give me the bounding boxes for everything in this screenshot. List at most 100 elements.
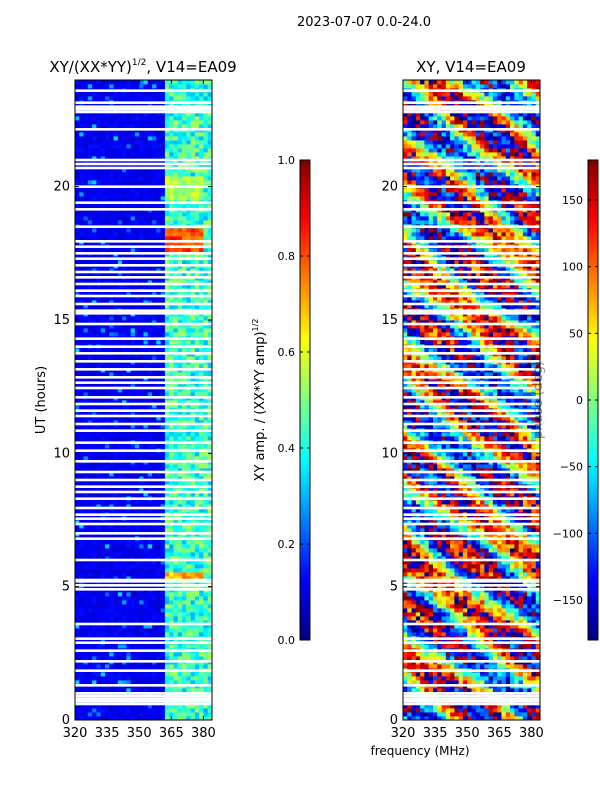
amplitude-cell	[186, 508, 191, 513]
amplitude-cell	[160, 160, 166, 165]
amplitude-cell	[177, 168, 183, 173]
amplitude-cell	[79, 400, 84, 405]
amplitude-cell	[152, 560, 157, 565]
amplitude-cell	[75, 192, 80, 197]
amplitude-cell	[126, 120, 132, 125]
amplitude-cell	[96, 508, 102, 513]
amplitude-cell	[139, 204, 144, 209]
amplitude-cell	[100, 284, 106, 289]
amplitude-cell	[143, 228, 149, 233]
amplitude-cell	[100, 140, 106, 145]
amplitude-cell	[117, 680, 123, 685]
amplitude-cell	[186, 304, 191, 309]
amplitude-cell	[96, 520, 102, 525]
amplitude-cell	[117, 348, 123, 353]
amplitude-cell	[182, 160, 187, 165]
amplitude-cell	[113, 704, 119, 709]
amplitude-cell	[199, 600, 204, 605]
amplitude-cell	[152, 456, 157, 461]
amplitude-cell	[190, 472, 196, 477]
amplitude-cell	[177, 420, 183, 425]
amplitude-cell	[156, 280, 162, 285]
amplitude-cell	[117, 152, 123, 157]
amplitude-cell	[130, 272, 136, 277]
amplitude-cell	[207, 248, 213, 253]
amplitude-cell	[122, 468, 127, 473]
amplitude-cell	[100, 300, 106, 305]
amplitude-cell	[194, 600, 200, 605]
amplitude-cell	[177, 456, 183, 461]
amplitude-cell	[182, 716, 187, 721]
amplitude-cell	[139, 156, 144, 161]
amplitude-cell	[147, 552, 153, 557]
amplitude-cell	[177, 188, 183, 193]
amplitude-cell	[92, 432, 97, 437]
amplitude-cell	[186, 436, 191, 441]
amplitude-cell	[104, 708, 110, 713]
amplitude-cell	[75, 400, 80, 405]
amplitude-cell	[83, 164, 89, 169]
amplitude-cell	[117, 552, 123, 557]
amplitude-cell	[83, 712, 89, 717]
amplitude-cell	[96, 228, 102, 233]
amplitude-cell	[126, 708, 132, 713]
amplitude-cell	[207, 220, 213, 225]
amplitude-cell	[104, 592, 110, 597]
amplitude-cell	[122, 136, 127, 141]
amplitude-cell	[122, 664, 127, 669]
amplitude-cell	[207, 652, 213, 657]
amplitude-cell	[164, 596, 170, 601]
amplitude-cell	[156, 168, 162, 173]
amplitude-cell	[117, 160, 123, 165]
amplitude-cell	[186, 172, 191, 177]
amplitude-cell	[109, 304, 114, 309]
amplitude-cell	[75, 260, 80, 265]
amplitude-cell	[182, 500, 187, 505]
amplitude-cell	[122, 392, 127, 397]
amplitude-cell	[173, 220, 179, 225]
amplitude-cell	[160, 204, 166, 209]
amplitude-cell	[104, 164, 110, 169]
amplitude-cell	[207, 476, 213, 481]
amplitude-cell	[147, 384, 153, 389]
amplitude-cell	[96, 540, 102, 545]
amplitude-cell	[207, 300, 213, 305]
amplitude-cell	[130, 192, 136, 197]
amplitude-cell	[83, 144, 89, 149]
amplitude-cell	[79, 364, 84, 369]
amplitude-cell	[126, 568, 132, 573]
amplitude-cell	[156, 608, 162, 613]
amplitude-cell	[147, 196, 153, 201]
amplitude-cell	[87, 596, 93, 601]
amplitude-cell	[199, 656, 204, 661]
amplitude-cell	[79, 404, 84, 409]
amplitude-cell	[182, 400, 187, 405]
amplitude-cell	[182, 644, 187, 649]
amplitude-cell	[143, 672, 149, 677]
amplitude-cell	[169, 404, 174, 409]
amplitude-cell	[194, 688, 200, 693]
amplitude-cell	[96, 232, 102, 237]
amplitude-cell	[134, 120, 140, 125]
amplitude-cell	[87, 528, 93, 533]
amplitude-cell	[117, 708, 123, 713]
amplitude-cell	[79, 140, 84, 145]
amplitude-cell	[186, 300, 191, 305]
amplitude-cell	[203, 144, 209, 149]
amplitude-cell	[126, 436, 132, 441]
amplitude-cell	[169, 272, 174, 277]
amplitude-cell	[186, 144, 191, 149]
amplitude-cell	[190, 632, 196, 637]
amplitude-cell	[177, 300, 183, 305]
amplitude-cell	[173, 488, 179, 493]
amplitude-cell	[79, 628, 84, 633]
amplitude-cell	[164, 124, 170, 129]
amplitude-cell	[156, 304, 162, 309]
amplitude-cell	[207, 472, 213, 477]
amplitude-cell	[134, 204, 140, 209]
amplitude-cell	[75, 664, 80, 669]
amplitude-cell	[207, 416, 213, 421]
amplitude-cell	[194, 320, 200, 325]
amplitude-cell	[160, 676, 166, 681]
amplitude-cell	[147, 280, 153, 285]
